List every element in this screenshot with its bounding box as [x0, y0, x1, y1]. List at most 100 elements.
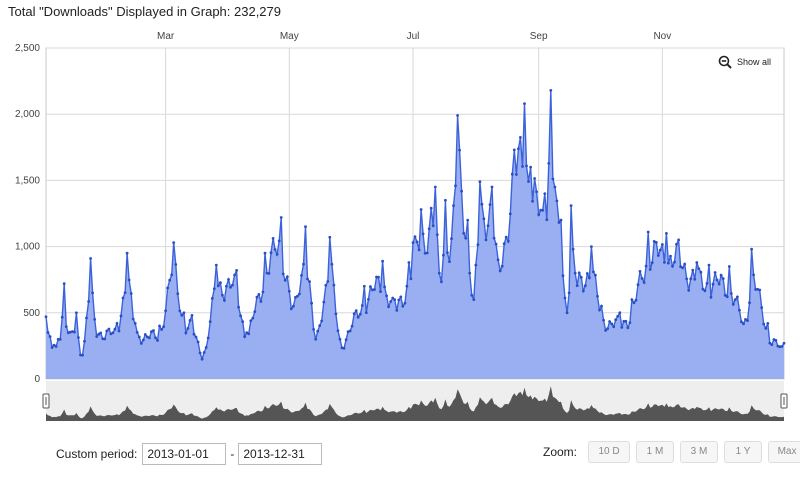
end-date-input[interactable]: [238, 443, 323, 465]
data-point: [701, 287, 705, 291]
data-point: [221, 293, 224, 297]
data-point: [760, 306, 764, 309]
data-point: [300, 274, 303, 277]
data-point: [563, 296, 567, 300]
x-tick-label: Mar: [157, 31, 175, 42]
data-point: [523, 102, 526, 105]
data-point: [164, 309, 168, 313]
y-tick-label: 0: [34, 374, 40, 385]
data-point: [707, 263, 711, 267]
data-point: [160, 328, 164, 331]
data-point: [354, 309, 358, 313]
data-point: [427, 227, 431, 231]
start-date-input[interactable]: [142, 443, 227, 465]
data-point: [216, 284, 220, 288]
data-point: [348, 329, 352, 333]
data-point: [569, 204, 573, 208]
data-point: [667, 261, 670, 265]
data-point: [508, 212, 512, 216]
data-point: [283, 278, 287, 282]
data-point: [143, 333, 147, 336]
data-point: [535, 190, 538, 194]
data-point: [208, 320, 212, 323]
data-point: [50, 346, 54, 349]
data-point: [512, 148, 516, 152]
data-point: [249, 319, 253, 323]
data-markers: [44, 89, 786, 361]
data-point: [306, 277, 309, 281]
data-point: [764, 327, 768, 330]
data-point: [135, 331, 139, 334]
data-point: [488, 203, 492, 207]
downloads-chart: 0 500 1,000 1,500 2,000 2,500 Mar May Jul Sep Nov: [15, 31, 788, 421]
data-point: [46, 331, 50, 334]
data-point: [646, 230, 650, 234]
data-point: [442, 253, 445, 257]
data-point: [350, 324, 354, 328]
data-point: [308, 280, 311, 283]
data-point: [604, 329, 607, 332]
zoom-10d-button[interactable]: 10 D: [588, 441, 631, 463]
data-point: [413, 235, 417, 239]
data-point: [695, 261, 699, 264]
data-point: [648, 268, 652, 271]
data-point: [553, 185, 557, 189]
data-point: [521, 165, 524, 168]
data-point: [85, 316, 88, 320]
data-point: [58, 338, 62, 341]
data-point: [482, 217, 486, 221]
data-point: [344, 338, 348, 342]
data-point: [705, 282, 709, 285]
data-point: [56, 337, 60, 341]
data-point: [450, 237, 453, 241]
data-point: [634, 298, 638, 302]
data-point: [446, 251, 449, 255]
data-point: [515, 173, 518, 176]
zoom-3m-button[interactable]: 3 M: [680, 441, 719, 463]
data-point: [387, 305, 390, 308]
zoom-1y-button[interactable]: 1 Y: [724, 441, 763, 463]
zoom-1m-button[interactable]: 1 M: [636, 441, 675, 463]
show-all-label: Show all: [737, 57, 772, 67]
data-point: [614, 318, 618, 322]
zoom-max-button[interactable]: Max: [768, 441, 800, 463]
data-point: [223, 298, 226, 302]
data-point: [502, 242, 506, 246]
data-point: [630, 298, 634, 301]
data-point: [594, 273, 597, 277]
data-point: [81, 353, 84, 357]
data-point: [559, 218, 563, 222]
data-point: [588, 276, 591, 280]
data-point: [470, 293, 474, 297]
data-point: [204, 346, 208, 349]
data-point: [247, 332, 251, 336]
data-point: [172, 241, 176, 245]
show-all-button[interactable]: Show all: [718, 55, 771, 69]
data-point: [285, 275, 289, 279]
data-point: [583, 284, 587, 288]
data-point: [369, 285, 372, 288]
data-point: [395, 309, 399, 312]
data-point: [460, 189, 463, 193]
data-point: [437, 271, 441, 275]
data-point: [202, 351, 206, 354]
data-point: [407, 261, 411, 264]
data-point: [233, 273, 237, 277]
data-point: [241, 320, 245, 323]
data-point: [697, 267, 701, 270]
data-point: [565, 311, 569, 315]
data-point: [551, 177, 555, 181]
data-point: [632, 301, 636, 305]
data-point: [237, 305, 241, 309]
data-point: [440, 280, 443, 284]
data-point: [296, 294, 299, 298]
data-point: [60, 315, 64, 319]
data-point: [466, 218, 470, 222]
data-point: [152, 329, 155, 332]
data-point: [598, 308, 601, 312]
data-point: [397, 298, 401, 302]
x-tick-label: Nov: [653, 31, 671, 42]
data-point: [212, 287, 216, 291]
data-point: [64, 325, 68, 328]
data-point: [127, 278, 131, 282]
